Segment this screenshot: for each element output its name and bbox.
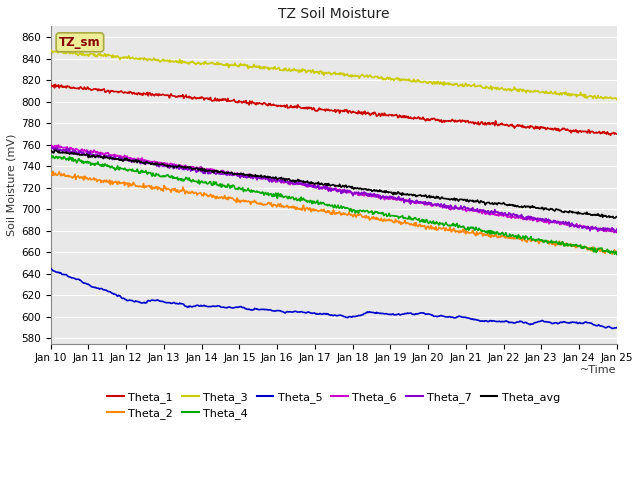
- Theta_2: [47, 170, 54, 176]
- Theta_3: [57, 48, 65, 53]
- Theta_6: [613, 229, 621, 235]
- Theta_6: [54, 142, 62, 148]
- Theta_avg: [420, 193, 428, 199]
- Theta_5: [613, 324, 621, 330]
- Theta_6: [403, 197, 411, 203]
- Theta_7: [47, 143, 54, 149]
- Theta_1: [115, 89, 123, 95]
- Theta_2: [49, 168, 57, 174]
- Theta_1: [403, 114, 410, 120]
- Theta_6: [116, 153, 124, 158]
- Theta_4: [116, 165, 124, 170]
- Theta_7: [203, 168, 211, 174]
- Theta_3: [203, 60, 211, 66]
- Theta_1: [607, 132, 614, 138]
- Theta_avg: [173, 164, 181, 170]
- X-axis label: ~Time: ~Time: [580, 365, 617, 375]
- Theta_6: [420, 199, 428, 205]
- Line: Theta_5: Theta_5: [51, 268, 617, 328]
- Theta_5: [203, 303, 211, 309]
- Theta_avg: [610, 215, 618, 221]
- Theta_avg: [403, 191, 411, 197]
- Theta_6: [47, 143, 54, 149]
- Theta_4: [613, 252, 621, 257]
- Theta_2: [173, 187, 181, 192]
- Theta_2: [116, 181, 124, 187]
- Theta_2: [204, 193, 211, 199]
- Theta_2: [403, 220, 411, 226]
- Title: TZ Soil Moisture: TZ Soil Moisture: [278, 7, 390, 21]
- Theta_4: [47, 154, 54, 159]
- Theta_avg: [116, 156, 124, 162]
- Theta_2: [58, 171, 65, 177]
- Theta_4: [403, 216, 411, 222]
- Theta_3: [403, 76, 410, 82]
- Theta_1: [173, 94, 180, 99]
- Theta_5: [47, 265, 54, 271]
- Theta_4: [173, 174, 181, 180]
- Line: Theta_2: Theta_2: [51, 171, 617, 254]
- Theta_4: [49, 153, 57, 159]
- Theta_2: [608, 252, 616, 257]
- Theta_3: [613, 97, 621, 103]
- Theta_1: [203, 95, 211, 101]
- Theta_5: [115, 293, 123, 299]
- Legend: Theta_1, Theta_2, Theta_3, Theta_4, Theta_5, Theta_6, Theta_7, Theta_avg: Theta_1, Theta_2, Theta_3, Theta_4, Thet…: [103, 387, 564, 423]
- Theta_7: [419, 200, 427, 205]
- Theta_avg: [51, 147, 58, 153]
- Theta_1: [613, 131, 621, 137]
- Theta_7: [115, 155, 123, 160]
- Theta_7: [611, 229, 619, 235]
- Theta_6: [58, 144, 65, 150]
- Theta_3: [419, 80, 427, 85]
- Theta_7: [613, 226, 621, 232]
- Theta_7: [57, 147, 65, 153]
- Theta_4: [420, 217, 428, 223]
- Text: TZ_sm: TZ_sm: [59, 36, 100, 49]
- Theta_7: [403, 198, 410, 204]
- Theta_3: [47, 47, 54, 52]
- Theta_2: [420, 223, 428, 229]
- Theta_5: [608, 325, 616, 331]
- Y-axis label: Soil Moisture (mV): Soil Moisture (mV): [7, 134, 17, 236]
- Theta_6: [611, 229, 618, 235]
- Theta_1: [47, 81, 54, 87]
- Line: Theta_6: Theta_6: [51, 145, 617, 232]
- Theta_1: [419, 114, 427, 120]
- Line: Theta_4: Theta_4: [51, 156, 617, 254]
- Theta_avg: [204, 168, 211, 174]
- Line: Theta_avg: Theta_avg: [51, 150, 617, 218]
- Theta_avg: [613, 214, 621, 219]
- Theta_3: [115, 55, 123, 60]
- Theta_5: [419, 310, 427, 316]
- Theta_7: [173, 166, 180, 171]
- Theta_5: [57, 270, 65, 276]
- Theta_2: [613, 249, 621, 255]
- Theta_avg: [47, 148, 54, 154]
- Theta_6: [204, 166, 211, 172]
- Line: Theta_1: Theta_1: [51, 84, 617, 135]
- Line: Theta_3: Theta_3: [51, 49, 617, 100]
- Line: Theta_7: Theta_7: [51, 146, 617, 232]
- Theta_5: [403, 311, 410, 316]
- Theta_4: [204, 181, 211, 187]
- Theta_3: [173, 60, 180, 65]
- Theta_6: [173, 163, 181, 169]
- Theta_5: [173, 300, 180, 306]
- Theta_4: [58, 156, 65, 162]
- Theta_1: [57, 84, 65, 89]
- Theta_avg: [58, 150, 65, 156]
